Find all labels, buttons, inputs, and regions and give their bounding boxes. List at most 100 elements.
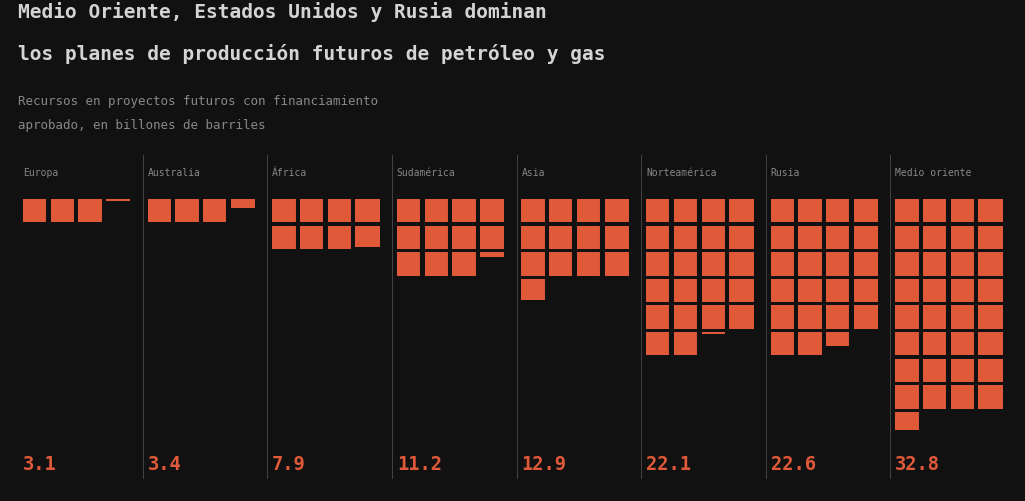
Bar — [771, 226, 795, 249]
Bar — [854, 253, 878, 276]
Bar — [896, 253, 919, 276]
Text: Australia: Australia — [148, 168, 201, 178]
Bar — [798, 279, 823, 303]
Bar — [701, 199, 726, 223]
Bar — [646, 306, 670, 329]
Bar — [605, 226, 629, 249]
Bar — [854, 306, 878, 329]
Bar — [729, 253, 753, 276]
Bar — [951, 253, 975, 276]
Bar — [854, 226, 878, 249]
Bar — [951, 226, 975, 249]
Bar — [701, 306, 726, 329]
Bar — [924, 359, 947, 382]
Bar — [729, 306, 753, 329]
Text: Europa: Europa — [23, 168, 58, 178]
Bar — [979, 279, 1002, 303]
Bar — [646, 253, 670, 276]
Text: Rusia: Rusia — [771, 168, 801, 178]
Bar — [424, 226, 449, 249]
Text: África: África — [273, 168, 308, 178]
Bar — [896, 199, 919, 223]
Bar — [979, 332, 1002, 356]
Bar — [924, 306, 947, 329]
Bar — [979, 199, 1002, 223]
Bar — [50, 199, 75, 223]
Bar — [896, 385, 919, 409]
Bar — [826, 306, 851, 329]
Bar — [951, 385, 975, 409]
Bar — [356, 199, 379, 223]
Bar — [924, 332, 947, 356]
Bar — [854, 199, 878, 223]
Bar — [480, 226, 504, 249]
Bar — [424, 253, 449, 276]
Bar — [646, 199, 670, 223]
Bar — [577, 253, 602, 276]
Bar — [951, 359, 975, 382]
Bar — [924, 279, 947, 303]
Bar — [452, 226, 477, 249]
Bar — [896, 306, 919, 329]
Bar — [701, 332, 726, 335]
Bar — [300, 226, 324, 249]
Text: aprobado, en billones de barriles: aprobado, en billones de barriles — [18, 119, 265, 132]
Bar — [673, 253, 698, 276]
Bar — [924, 226, 947, 249]
Bar — [522, 253, 545, 276]
Bar — [577, 226, 602, 249]
Bar — [798, 332, 823, 356]
Bar — [273, 226, 296, 249]
Bar — [646, 279, 670, 303]
Bar — [605, 253, 629, 276]
Bar — [23, 199, 47, 223]
Bar — [203, 199, 228, 223]
Bar — [979, 385, 1002, 409]
Bar — [480, 253, 504, 258]
Bar — [522, 279, 545, 300]
Text: 11.2: 11.2 — [397, 454, 442, 473]
Bar — [826, 279, 851, 303]
Bar — [577, 199, 602, 223]
Bar — [826, 226, 851, 249]
Bar — [452, 199, 477, 223]
Bar — [924, 199, 947, 223]
Bar — [424, 199, 449, 223]
Bar — [896, 332, 919, 356]
Bar — [896, 359, 919, 382]
Bar — [771, 279, 795, 303]
Text: 3.4: 3.4 — [148, 454, 181, 473]
Bar — [729, 279, 753, 303]
Bar — [951, 306, 975, 329]
Bar — [673, 199, 698, 223]
Bar — [798, 253, 823, 276]
Bar — [452, 253, 477, 276]
Bar — [397, 199, 421, 223]
Bar — [175, 199, 200, 223]
Bar — [924, 385, 947, 409]
Bar — [729, 226, 753, 249]
Bar — [78, 199, 102, 223]
Bar — [549, 253, 574, 276]
Text: 3.1: 3.1 — [23, 454, 56, 473]
Bar — [896, 412, 919, 430]
Bar — [673, 306, 698, 329]
Bar — [646, 226, 670, 249]
Text: los planes de producción futuros de petróleo y gas: los planes de producción futuros de petr… — [18, 44, 606, 64]
Bar — [896, 279, 919, 303]
Bar — [729, 199, 753, 223]
Text: Norteamérica: Norteamérica — [646, 168, 716, 178]
Bar — [480, 199, 504, 223]
Bar — [826, 199, 851, 223]
Bar — [854, 279, 878, 303]
Bar — [924, 253, 947, 276]
Bar — [979, 226, 1002, 249]
Text: 32.8: 32.8 — [896, 454, 940, 473]
Bar — [771, 332, 795, 356]
Bar — [549, 226, 574, 249]
Bar — [397, 253, 421, 276]
Bar — [300, 199, 324, 223]
Bar — [798, 306, 823, 329]
Bar — [951, 332, 975, 356]
Bar — [771, 306, 795, 329]
